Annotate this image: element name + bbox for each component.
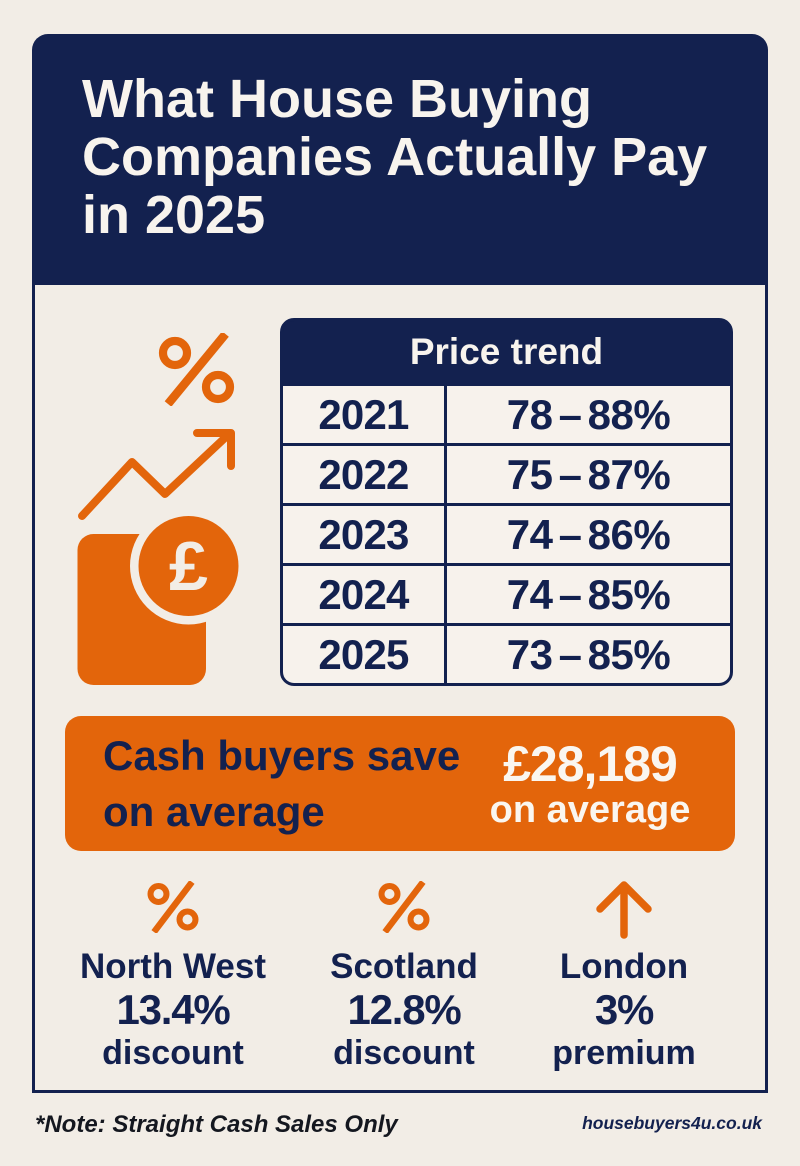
range-cell: 73 – 85% — [506, 630, 671, 678]
stat-label: discount — [333, 1034, 475, 1072]
stat-region: London — [559, 947, 689, 986]
title-line-3: in 2025 — [82, 185, 266, 245]
stat-scotland: Scotland 12.8% discount — [284, 872, 524, 1074]
svg-text:£: £ — [169, 527, 208, 605]
table-row: 2024 74 – 85% — [283, 563, 730, 623]
banner-label-line-2: on average — [103, 787, 325, 835]
stat-label: premium — [552, 1034, 696, 1072]
price-trend-table: Price trend 2021 78 – 88% 2022 75 – 87% … — [280, 318, 733, 686]
year-cell: 2025 — [283, 626, 447, 683]
footer-website: housebuyers4u.co.uk — [582, 1113, 762, 1133]
savings-banner: Cash buyers save on average £28,189 on a… — [65, 716, 735, 851]
table-row: 2025 73 – 85% — [283, 623, 730, 683]
banner-value-block: £28,189 on average — [484, 739, 696, 831]
stat-icon-slot — [146, 872, 200, 933]
range-cell: 78 – 88% — [506, 390, 671, 438]
year-cell: 2022 — [283, 446, 447, 503]
stat-value: 12.8% — [347, 986, 461, 1033]
stat-label: discount — [102, 1034, 244, 1072]
stat-value: 13.4% — [116, 986, 230, 1033]
range-cell: 74 – 85% — [506, 570, 671, 618]
regional-stats: North West 13.4% discount Scotland 12.8%… — [0, 872, 800, 1082]
year-cell: 2021 — [283, 386, 447, 443]
table-header: Price trend — [283, 321, 730, 383]
document-pound-icon: £ — [77, 514, 247, 685]
table-row: 2021 78 – 88% — [283, 383, 730, 443]
year-cell: 2023 — [283, 506, 447, 563]
table-row: 2022 75 – 87% — [283, 443, 730, 503]
stat-region: Scotland — [330, 947, 478, 986]
trend-up-icon — [78, 429, 235, 520]
stat-icon-slot — [596, 872, 652, 939]
stat-region: North West — [79, 947, 267, 986]
page-title: What House Buying Companies Actually Pay… — [82, 70, 707, 244]
banner-label: Cash buyers save on average — [103, 728, 484, 840]
stat-icon-slot — [377, 872, 431, 933]
stat-north-west: North West 13.4% discount — [53, 872, 293, 1074]
percent-icon — [158, 333, 235, 406]
banner-amount-caption: on average — [489, 788, 691, 831]
range-cell: 74 – 86% — [506, 510, 671, 558]
year-cell: 2024 — [283, 566, 447, 623]
stat-london: London 3% premium — [504, 872, 744, 1074]
footer-note: *Note: Straight Cash Sales Only — [35, 1111, 398, 1138]
content-box — [32, 285, 768, 1093]
title-line-2: Companies Actually Pay — [82, 127, 708, 187]
table-row: 2023 74 – 86% — [283, 503, 730, 563]
banner-amount: £28,189 — [503, 735, 678, 792]
percent-icon — [147, 881, 199, 933]
banner-label-line-1: Cash buyers save — [103, 731, 461, 779]
range-cell: 75 – 87% — [506, 450, 671, 498]
percent-icon — [378, 881, 430, 933]
arrow-up-icon — [596, 881, 652, 939]
title-line-1: What House Buying — [82, 69, 592, 129]
stat-value: 3% — [594, 986, 655, 1033]
header-banner: What House Buying Companies Actually Pay… — [32, 34, 768, 285]
